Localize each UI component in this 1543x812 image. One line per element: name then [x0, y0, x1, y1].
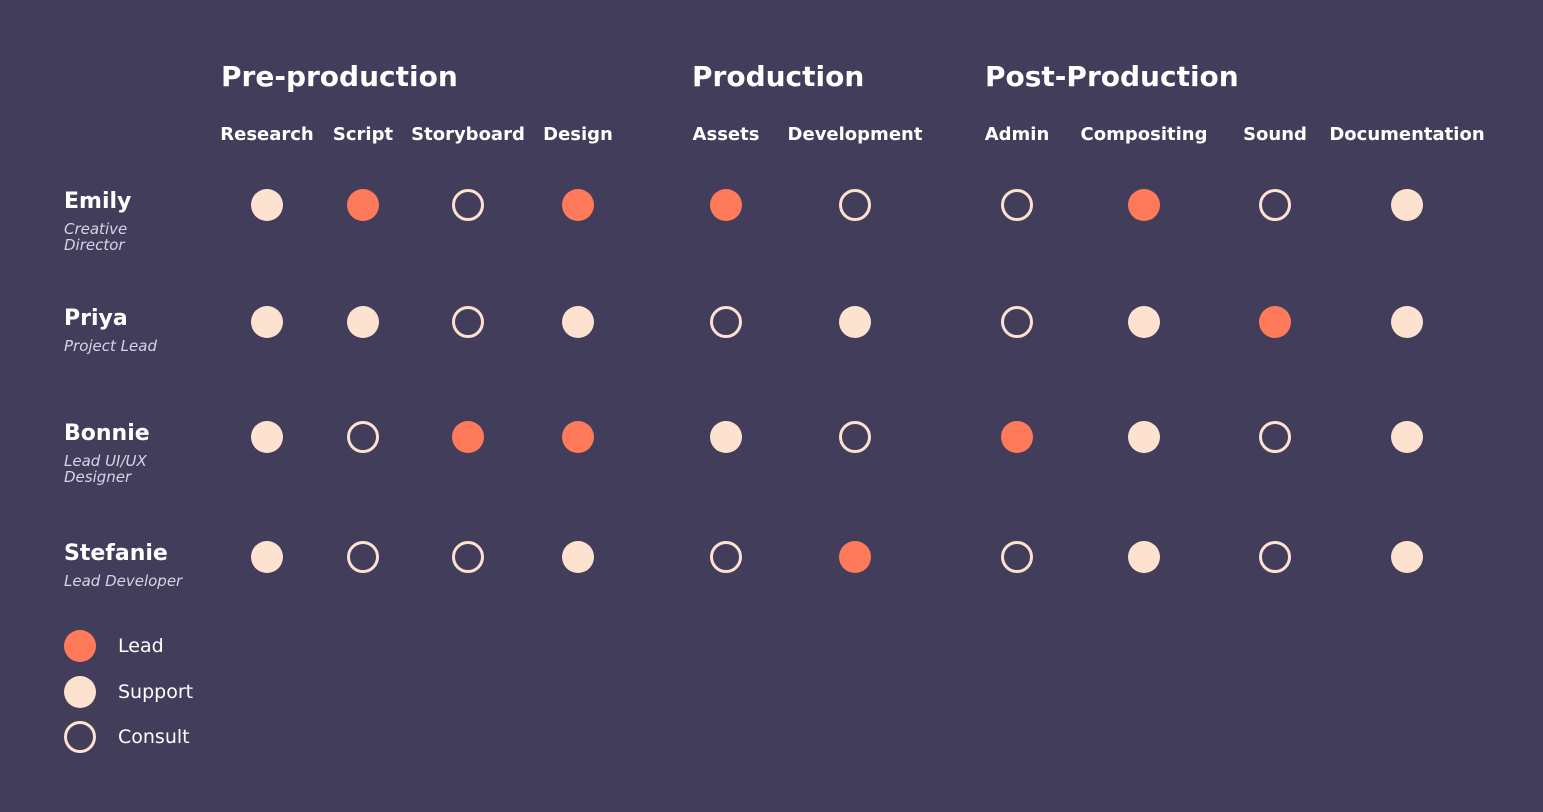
assignment-dot — [1128, 306, 1160, 338]
assignment-dot — [1259, 306, 1291, 338]
legend-label: Lead — [118, 635, 164, 657]
legend-swatch — [64, 630, 96, 662]
assignment-dot — [251, 306, 283, 338]
task-label: Compositing — [1080, 124, 1208, 145]
assignment-dot — [1259, 421, 1291, 453]
assignment-dot — [1001, 541, 1033, 573]
phase-title: Post-Production — [985, 60, 1239, 93]
person-role: Project Lead — [64, 337, 157, 355]
assignment-dot — [1391, 189, 1423, 221]
assignment-dot — [839, 541, 871, 573]
assignment-dot — [251, 541, 283, 573]
assignment-dot — [1391, 306, 1423, 338]
task-label: Admin — [984, 124, 1050, 145]
assignment-dot — [347, 541, 379, 573]
person-name: Priya — [64, 306, 128, 331]
assignment-dot — [347, 189, 379, 221]
assignment-dot — [452, 541, 484, 573]
assignment-dot — [452, 306, 484, 338]
legend-swatch — [64, 721, 96, 753]
task-label: Documentation — [1329, 124, 1485, 145]
task-label: Script — [332, 124, 394, 145]
assignment-dot — [251, 421, 283, 453]
legend-swatch — [64, 675, 96, 708]
person-name: Stefanie — [64, 541, 168, 566]
assignment-dot — [710, 306, 742, 338]
person-name: Bonnie — [64, 421, 150, 446]
assignment-dot — [452, 189, 484, 221]
assignment-dot — [562, 421, 594, 453]
assignment-dot — [839, 421, 871, 453]
assignment-dot — [347, 306, 379, 338]
assignment-dot — [710, 541, 742, 573]
legend-label: Support — [118, 680, 194, 703]
assignment-dot — [1128, 541, 1160, 573]
assignment-dot — [562, 189, 594, 221]
task-label: Design — [543, 124, 613, 145]
phase-title: Pre-production — [221, 60, 458, 93]
legend-label: Consult — [118, 726, 190, 748]
assignment-dot — [562, 541, 594, 573]
task-label: Development — [787, 124, 923, 145]
assignment-dot — [839, 306, 871, 338]
assignment-dot — [452, 421, 484, 453]
assignment-dot — [251, 189, 283, 221]
assignment-dot — [1128, 421, 1160, 453]
phase-title: Production — [692, 60, 865, 93]
assignment-dot — [710, 189, 742, 221]
assignment-dot — [1001, 421, 1033, 453]
assignment-dot — [562, 306, 594, 338]
person-name: Emily — [64, 189, 132, 214]
person-role: Creative Director — [64, 220, 128, 254]
task-label: Storyboard — [411, 124, 525, 145]
assignment-dot — [1259, 189, 1291, 221]
assignment-dot — [839, 189, 871, 221]
person-role: Lead Developer — [64, 572, 183, 590]
assignment-dot — [1391, 541, 1423, 573]
assignment-dot — [710, 421, 742, 453]
task-label: Assets — [692, 124, 760, 145]
task-label: Sound — [1243, 124, 1307, 145]
assignment-dot — [1001, 189, 1033, 221]
assignment-dot — [1001, 306, 1033, 338]
assignment-dot — [347, 421, 379, 453]
assignment-dot — [1128, 189, 1160, 221]
assignment-dot — [1391, 421, 1423, 453]
assignment-dot — [1259, 541, 1291, 573]
task-label: Research — [220, 124, 314, 145]
person-role: Lead UI/UX Designer — [64, 452, 147, 486]
